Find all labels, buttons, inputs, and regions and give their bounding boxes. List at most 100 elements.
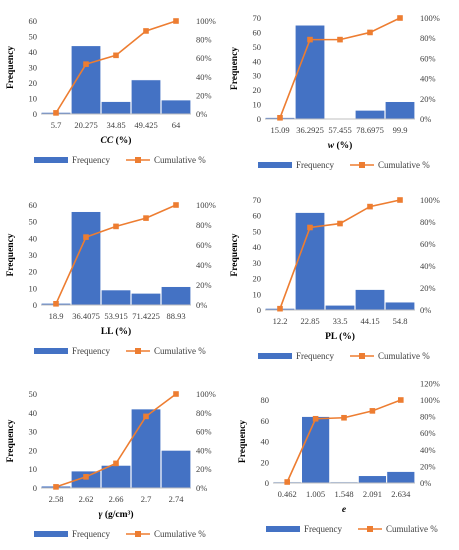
cumulative-marker [113, 52, 119, 59]
x-axis-title: LL (%) [101, 326, 131, 337]
cumulative-marker [53, 110, 59, 116]
x-axis-title-main: w [328, 141, 335, 151]
x-tick-label: 36.2925 [296, 125, 324, 135]
legend-frequency-label: Frequency [72, 529, 110, 539]
legend-frequency-label: Frequency [296, 160, 334, 170]
x-axis-title-unit: (%) [334, 140, 352, 151]
chart-panel-e: 0 20 40 60 80 0% 20% 40% 60% 80% 100% 120% 0.462 1.00… [238, 378, 440, 534]
x-tick-label: 99.9 [393, 125, 408, 135]
y-tick-label: 30 [253, 71, 262, 81]
x-tick-label: 49.425 [134, 120, 157, 130]
y-tick-label: 60 [261, 416, 270, 426]
legend-frequency-swatch [266, 526, 300, 532]
legend-frequency-label: Frequency [72, 155, 110, 165]
cumulative-marker [83, 234, 89, 240]
y2-tick-label: 60% [196, 427, 212, 437]
cumulative-marker [312, 415, 319, 422]
y-tick-label: 60 [29, 200, 38, 210]
legend-cumulative-label: Cumulative % [154, 346, 206, 356]
x-tick-label: 64 [172, 120, 181, 130]
y2-tick-label: 100% [420, 13, 440, 23]
y2-tick-label: 100% [196, 389, 216, 399]
x-axis-title-main: CC [101, 136, 114, 146]
legend-frequency-swatch [34, 157, 68, 163]
x-tick-label: 34.85 [106, 120, 125, 130]
x-tick-label: 2.58 [49, 494, 64, 504]
x-tick-label: 44.15 [360, 316, 379, 326]
legend-frequency-label: Frequency [304, 524, 342, 534]
x-axis-title-unit: (%) [337, 331, 355, 342]
y2-tick-label: 80% [196, 408, 212, 418]
x-tick-label: 2.74 [169, 494, 185, 504]
legend-frequency-swatch [258, 353, 292, 359]
y-tick-label: 0 [257, 305, 261, 315]
x-axis-title-unit: (%) [113, 326, 131, 337]
y-tick-label: 40 [29, 408, 38, 418]
x-tick-label: 36.4075 [72, 311, 100, 321]
frequency-bar [161, 99, 192, 115]
x-axis-title-main: PL [325, 332, 337, 342]
frequency-bar [358, 475, 387, 484]
cumulative-marker [143, 413, 149, 420]
cumulative-marker [307, 36, 313, 43]
x-tick-label: 0.462 [278, 489, 297, 499]
legend-cumulative-marker [135, 531, 141, 537]
x-axis-title-unit: (%) [113, 135, 131, 146]
x-tick-label: 78.6975 [356, 125, 384, 135]
y2-tick-label: 20% [196, 90, 212, 100]
legend-cumulative-marker [359, 162, 365, 168]
frequency-bar [354, 289, 385, 311]
x-tick-label: 18.9 [49, 311, 64, 321]
y2-tick-label: 40% [420, 445, 436, 455]
y-axis-title: Frequency [6, 46, 16, 89]
y-tick-label: 20 [29, 445, 38, 455]
frequency-bar [101, 289, 132, 306]
x-tick-label: 12.2 [273, 316, 288, 326]
x-tick-label: 5.7 [51, 120, 62, 130]
legend-frequency-label: Frequency [72, 346, 110, 356]
y2-tick-label: 40% [420, 74, 436, 84]
y-tick-label: 0 [33, 300, 37, 310]
cumulative-marker [113, 223, 119, 230]
y2-tick-label: 0% [196, 483, 207, 493]
y-tick-label: 40 [29, 47, 38, 57]
y2-tick-label: 0% [196, 109, 207, 119]
x-tick-label: 2.62 [79, 494, 94, 504]
cumulative-marker [337, 220, 343, 227]
x-tick-label: 57.455 [328, 125, 351, 135]
y-tick-label: 20 [29, 78, 38, 88]
y2-tick-label: 60% [420, 53, 436, 63]
legend-cumulative-marker [367, 526, 373, 532]
y-tick-label: 50 [253, 42, 262, 52]
x-axis-title: w (%) [328, 140, 353, 151]
y-tick-label: 30 [29, 427, 38, 437]
x-axis-title: CC (%) [101, 135, 132, 146]
frequency-bar [324, 304, 355, 311]
x-tick-label: 2.66 [109, 494, 124, 504]
y-tick-label: 50 [29, 32, 38, 42]
cumulative-marker [53, 484, 59, 490]
y-tick-label: 0 [257, 114, 261, 124]
y-tick-label: 10 [253, 100, 262, 110]
chart-panel-cc: 0 10 20 30 40 50 60 0% 20% 40% 60% 80% 100% 5.7 20.275… [6, 16, 216, 165]
cumulative-marker [398, 397, 404, 403]
frequency-bar [101, 101, 132, 115]
y-tick-label: 30 [29, 250, 38, 260]
cumulative-marker [367, 203, 373, 210]
chart-panel-ll: 0 10 20 30 40 50 60 0% 20% 40% 60% 80% 100% 18.9 36.40… [6, 200, 216, 356]
frequency-bar [131, 408, 162, 489]
x-tick-label: 2.091 [363, 489, 382, 499]
y-tick-label: 60 [29, 16, 38, 26]
frequency-bar [131, 293, 162, 306]
x-tick-label: 88.93 [166, 311, 185, 321]
y2-tick-label: 40% [196, 445, 212, 455]
legend-cumulative-label: Cumulative % [378, 160, 430, 170]
frequency-bar [354, 110, 385, 120]
y2-tick-label: 80% [420, 412, 436, 422]
y2-tick-label: 20% [420, 461, 436, 471]
cumulative-marker [367, 29, 373, 36]
y2-tick-label: 100% [420, 395, 440, 405]
cumulative-marker [307, 224, 313, 231]
y-tick-label: 0 [33, 483, 37, 493]
legend-cumulative-marker [359, 353, 365, 359]
